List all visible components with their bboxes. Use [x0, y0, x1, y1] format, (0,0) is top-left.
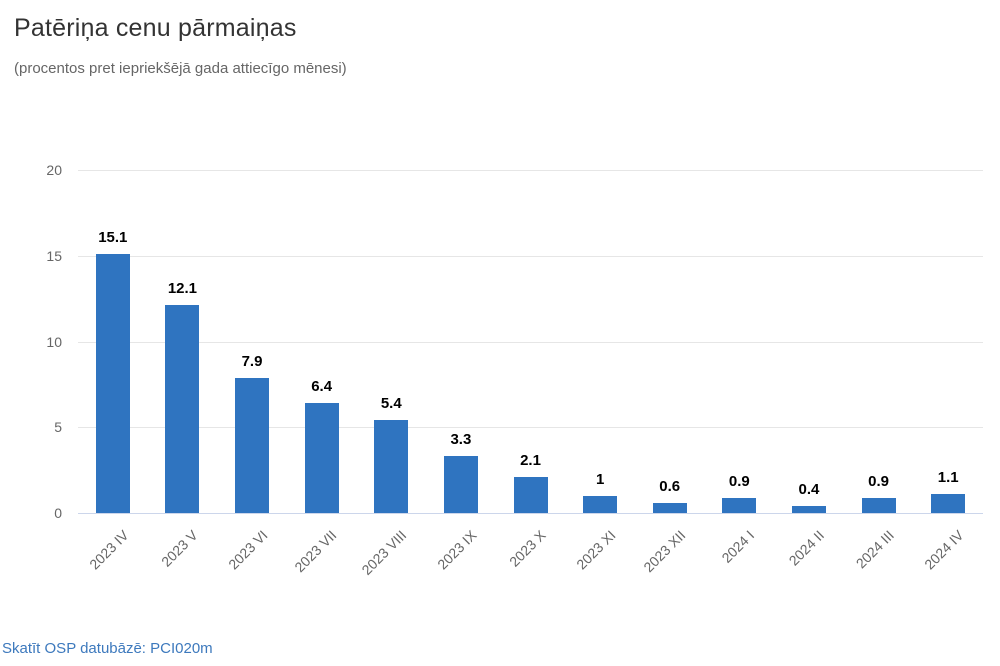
bar: [95, 254, 130, 513]
bar: [861, 497, 896, 513]
bar-value-label: 7.9: [241, 352, 263, 370]
bar: [791, 506, 826, 513]
bar-value-label: 0.9: [868, 472, 889, 490]
y-axis-tick-label: 10: [46, 333, 62, 350]
gridline: [78, 255, 983, 257]
y-axis-tick-label: 20: [46, 162, 62, 178]
bar-value-label: 6.4: [311, 378, 333, 396]
database-link[interactable]: Skatīt OSP datubāzē: PCI020m: [2, 640, 213, 657]
bar: [304, 403, 339, 513]
bar-value-label: 2.1: [520, 451, 541, 469]
gridline: [78, 170, 983, 171]
x-axis-line: [78, 513, 983, 514]
bar-value-label: 12.1: [167, 280, 198, 298]
bar: [931, 494, 966, 513]
bar-value-label: 1.1: [937, 469, 959, 487]
gridline: [78, 427, 983, 429]
bar: [374, 420, 409, 513]
bar-value-label: 15.1: [98, 229, 128, 247]
bar-value-label: 1: [595, 470, 605, 488]
chart-subtitle: (procentos pret iepriekšējā gada attiecī…: [14, 60, 347, 77]
bar: [583, 495, 618, 513]
gridline: [78, 341, 983, 343]
bar-value-label: 5.4: [380, 395, 402, 413]
bar: [443, 456, 478, 513]
bar-value-label: 3.3: [450, 431, 472, 449]
chart-title: Patēriņa cenu pārmaiņas: [14, 14, 297, 42]
bar: [513, 476, 548, 513]
y-axis-tick-label: 5: [54, 419, 62, 436]
bar: [235, 377, 270, 513]
bar-value-label: 0.9: [728, 472, 750, 490]
bar: [165, 305, 200, 513]
y-axis-tick-label: 0: [54, 505, 62, 521]
y-axis-tick-label: 15: [46, 247, 62, 264]
bar-value-label: 0.6: [659, 477, 681, 495]
bar: [652, 502, 687, 513]
bar-value-label: 0.4: [798, 481, 820, 499]
bar: [722, 497, 757, 513]
